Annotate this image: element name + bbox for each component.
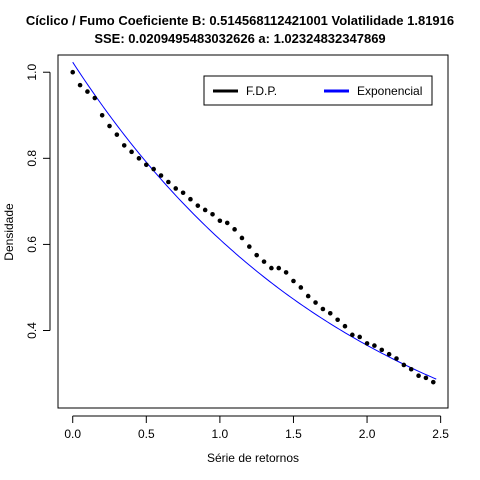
fdp-point	[247, 244, 252, 249]
y-tick-label: 0.4	[25, 322, 39, 339]
fdp-point	[365, 341, 370, 346]
chart-title-line2: SSE: 0.0209495483032626 a: 1.02324832347…	[94, 31, 385, 46]
y-tick-label: 1.0	[25, 64, 39, 81]
legend: F.D.P. Exponencial	[204, 76, 432, 105]
fdp-point	[92, 96, 97, 101]
fdp-point	[151, 167, 156, 172]
fdp-point	[350, 333, 355, 338]
fdp-point	[402, 363, 407, 368]
chart-title-line1: Cíclico / Fumo Coeficiente B: 0.51456811…	[26, 13, 454, 28]
fdp-point	[335, 317, 340, 322]
fdp-point	[276, 266, 281, 271]
fdp-point	[387, 352, 392, 357]
fdp-series	[70, 70, 435, 385]
fdp-point	[269, 266, 274, 271]
fdp-point	[188, 197, 193, 202]
fdp-point	[306, 294, 311, 299]
fdp-point	[328, 311, 333, 316]
x-tick-label: 2.5	[432, 427, 449, 441]
fdp-point	[431, 380, 436, 385]
fdp-point	[394, 356, 399, 361]
fdp-point	[218, 218, 223, 223]
x-tick-label: 1.0	[212, 427, 229, 441]
fdp-point	[181, 190, 186, 195]
fdp-point	[137, 156, 142, 161]
fdp-point	[78, 83, 83, 88]
y-tick-label: 0.8	[25, 150, 39, 167]
y-tick-label: 0.6	[25, 236, 39, 253]
y-axis: 0.4 0.6 0.8 1.0	[25, 64, 50, 339]
fdp-point	[122, 143, 127, 148]
fdp-point	[225, 221, 230, 226]
fdp-point	[254, 253, 259, 258]
fdp-point	[262, 259, 267, 264]
fdp-point	[70, 70, 75, 75]
fdp-point	[379, 348, 384, 353]
fdp-point	[424, 376, 429, 381]
fdp-point	[409, 367, 414, 372]
x-tick-label: 2.0	[359, 427, 376, 441]
fdp-point	[85, 89, 90, 94]
fdp-point	[210, 212, 215, 217]
fdp-point	[100, 113, 105, 118]
y-axis-label: Densidade	[2, 203, 16, 261]
fdp-point	[321, 307, 326, 312]
exponential-series	[73, 62, 437, 379]
fdp-point	[166, 180, 171, 185]
fdp-point	[107, 124, 112, 129]
fdp-point	[240, 236, 245, 241]
fdp-point	[357, 335, 362, 340]
fdp-point	[284, 270, 289, 275]
fdp-point	[203, 208, 208, 213]
fdp-point	[299, 285, 304, 290]
fdp-point	[196, 203, 201, 208]
fdp-point	[144, 162, 149, 167]
fdp-point	[129, 150, 134, 155]
x-tick-label: 0.5	[138, 427, 155, 441]
x-axis: 0.0 0.5 1.0 1.5 2.0 2.5	[64, 416, 449, 441]
fdp-point	[313, 300, 318, 305]
legend-label-fdp: F.D.P.	[246, 84, 277, 98]
fdp-point	[232, 227, 237, 232]
fdp-point	[343, 324, 348, 329]
x-tick-label: 1.5	[285, 427, 302, 441]
x-tick-label: 0.0	[64, 427, 81, 441]
exponential-line	[73, 62, 437, 379]
fdp-point	[372, 343, 377, 348]
x-axis-label: Série de retornos	[207, 451, 299, 465]
fdp-point	[159, 173, 164, 178]
fdp-point	[115, 132, 120, 137]
legend-label-exponencial: Exponencial	[357, 84, 422, 98]
fdp-point	[416, 373, 421, 378]
fdp-point	[291, 279, 296, 284]
fdp-point	[173, 186, 178, 191]
